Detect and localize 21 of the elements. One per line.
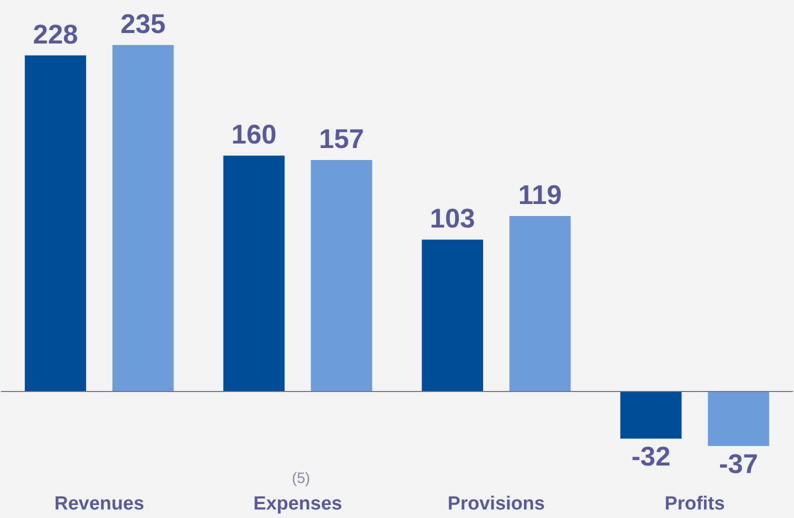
bar (310, 160, 372, 392)
bar (620, 391, 682, 439)
x-tick-label: Expenses (253, 494, 342, 514)
data-label: -37 (719, 449, 758, 479)
bar (509, 216, 571, 392)
bar (112, 45, 174, 392)
x-tick-label: Provisions (448, 494, 545, 514)
data-label: 103 (430, 204, 475, 234)
data-label: 119 (518, 180, 562, 210)
x-tick-label: Profits (664, 494, 725, 514)
bar (422, 240, 484, 392)
data-label: 235 (120, 9, 166, 39)
data-label: 157 (319, 124, 364, 154)
bar (708, 391, 770, 446)
data-label: 160 (231, 120, 276, 150)
text: (5) (292, 470, 310, 487)
bar (223, 156, 285, 392)
data-label: 228 (32, 19, 78, 50)
data-label: -32 (631, 442, 670, 472)
x-tick-label: Revenues (54, 494, 144, 514)
bar (24, 55, 86, 392)
